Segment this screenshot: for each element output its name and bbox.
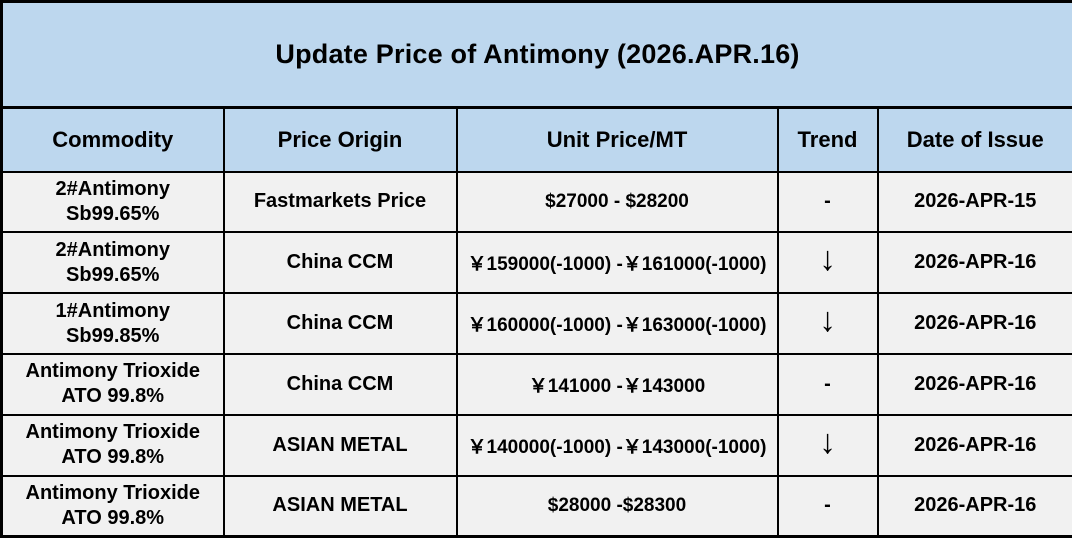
table-row: Antimony Trioxide ATO 99.8% China CCM ￥1… <box>0 352 1072 416</box>
title-row: Update Price of Antimony (2026.APR.16) <box>0 0 1072 109</box>
commodity-value: Antimony Trioxide ATO 99.8% <box>0 413 225 477</box>
trend-value: ↓ <box>776 292 879 355</box>
date-of-issue-value: 2026-APR-15 <box>876 170 1072 234</box>
trend-value: - <box>776 352 879 416</box>
commodity-value: Antimony Trioxide ATO 99.8% <box>0 352 225 416</box>
col-header-date-of-issue: Date of Issue <box>876 106 1072 173</box>
page-title: Update Price of Antimony (2026.APR.16) <box>0 0 1072 109</box>
commodity-value: Antimony Trioxide ATO 99.8% <box>0 474 225 538</box>
col-header-trend: Trend <box>776 106 879 173</box>
date-of-issue-value: 2026-APR-16 <box>876 413 1072 477</box>
unit-price-value: ￥159000(-1000) -￥161000(-1000) <box>455 231 779 295</box>
commodity-value: 2#Antimony Sb99.65% <box>0 170 225 234</box>
price-origin-value: China CCM <box>222 231 458 295</box>
table-row: 2#Antimony Sb99.65% Fastmarkets Price $2… <box>0 170 1072 234</box>
date-of-issue-value: 2026-APR-16 <box>876 292 1072 355</box>
table-row: 2#Antimony Sb99.65% China CCM ￥159000(-1… <box>0 231 1072 295</box>
header-row: Commodity Price Origin Unit Price/MT Tre… <box>0 106 1072 173</box>
unit-price-value: ￥160000(-1000) -￥163000(-1000) <box>455 292 779 355</box>
price-origin-value: China CCM <box>222 352 458 416</box>
unit-price-value: $28000 -$28300 <box>455 474 779 538</box>
unit-price-value: ￥141000 -￥143000 <box>455 352 779 416</box>
col-header-commodity: Commodity <box>0 106 225 173</box>
date-of-issue-value: 2026-APR-16 <box>876 352 1072 416</box>
table-row: 1#Antimony Sb99.85% China CCM ￥160000(-1… <box>0 292 1072 355</box>
unit-price-value: ￥140000(-1000) -￥143000(-1000) <box>455 413 779 477</box>
trend-value: - <box>776 474 879 538</box>
date-of-issue-value: 2026-APR-16 <box>876 474 1072 538</box>
commodity-value: 1#Antimony Sb99.85% <box>0 292 225 355</box>
date-of-issue-value: 2026-APR-16 <box>876 231 1072 295</box>
price-origin-value: ASIAN METAL <box>222 474 458 538</box>
table-row: Antimony Trioxide ATO 99.8% ASIAN METAL … <box>0 413 1072 477</box>
trend-value: - <box>776 170 879 234</box>
col-header-unit-price: Unit Price/MT <box>455 106 779 173</box>
price-origin-value: Fastmarkets Price <box>222 170 458 234</box>
col-header-price-origin: Price Origin <box>222 106 458 173</box>
commodity-value: 2#Antimony Sb99.65% <box>0 231 225 295</box>
unit-price-value: $27000 - $28200 <box>455 170 779 234</box>
price-origin-value: China CCM <box>222 292 458 355</box>
table-row: Antimony Trioxide ATO 99.8% ASIAN METAL … <box>0 474 1072 538</box>
price-origin-value: ASIAN METAL <box>222 413 458 477</box>
trend-value: ↓ <box>776 231 879 295</box>
trend-value: ↓ <box>776 413 879 477</box>
